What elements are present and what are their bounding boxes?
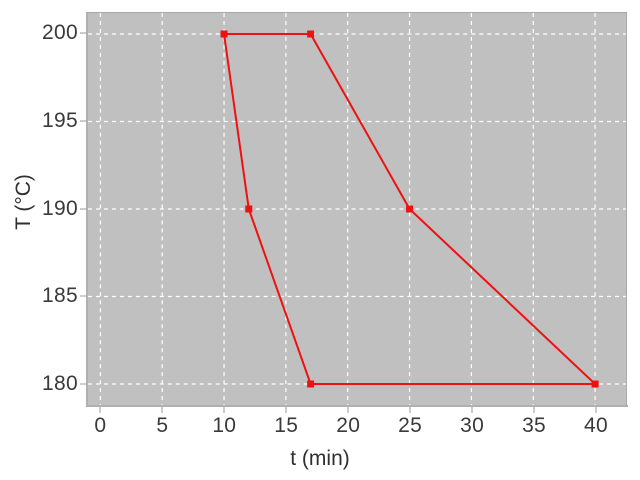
data-point-marker <box>406 205 414 213</box>
y-axis-tick-labels: 180 185 190 195 200 <box>0 0 78 480</box>
y-tick-mark <box>80 120 86 122</box>
x-tick-label: 10 <box>212 414 237 437</box>
y-tick-label: 185 <box>42 284 78 308</box>
x-axis-spine <box>86 405 628 407</box>
y-tick-mark <box>80 208 86 209</box>
data-point-marker <box>591 380 599 388</box>
x-tick-label: 25 <box>398 414 423 437</box>
data-series-layer <box>220 30 599 388</box>
x-tick-mark <box>595 407 597 413</box>
y-axis-title: T (°C) <box>12 174 35 230</box>
gridlines <box>88 13 626 405</box>
y-tick-label: 190 <box>42 196 78 220</box>
y-tick-mark <box>80 32 86 34</box>
x-tick-label: 40 <box>584 414 608 437</box>
x-tick-label: 5 <box>156 414 169 437</box>
x-tick-mark <box>409 407 411 413</box>
data-point-marker <box>307 30 315 38</box>
x-tick-mark <box>285 407 287 413</box>
x-tick-mark <box>161 407 163 413</box>
x-tick-label: 15 <box>274 414 299 437</box>
x-axis-title: t (min) <box>290 447 350 470</box>
x-tick-label: 35 <box>522 414 547 437</box>
data-point-marker <box>220 30 228 38</box>
plot-area <box>88 12 627 405</box>
x-tick-label: 0 <box>94 414 107 437</box>
y-tick-label: 180 <box>42 371 78 395</box>
y-tick-label: 195 <box>42 108 78 132</box>
data-point-marker <box>307 380 315 388</box>
x-tick-mark <box>471 407 473 413</box>
data-point-marker <box>245 205 253 213</box>
y-tick-mark <box>80 295 86 297</box>
y-axis-spine <box>86 12 88 406</box>
y-tick-label: 200 <box>42 21 78 45</box>
x-tick-mark <box>99 407 101 413</box>
y-tick-mark <box>80 383 86 385</box>
x-tick-mark <box>533 407 535 413</box>
x-tick-mark <box>347 407 349 413</box>
x-tick-label: 30 <box>460 414 485 437</box>
x-tick-label: 20 <box>336 414 361 437</box>
x-tick-mark <box>223 407 225 413</box>
